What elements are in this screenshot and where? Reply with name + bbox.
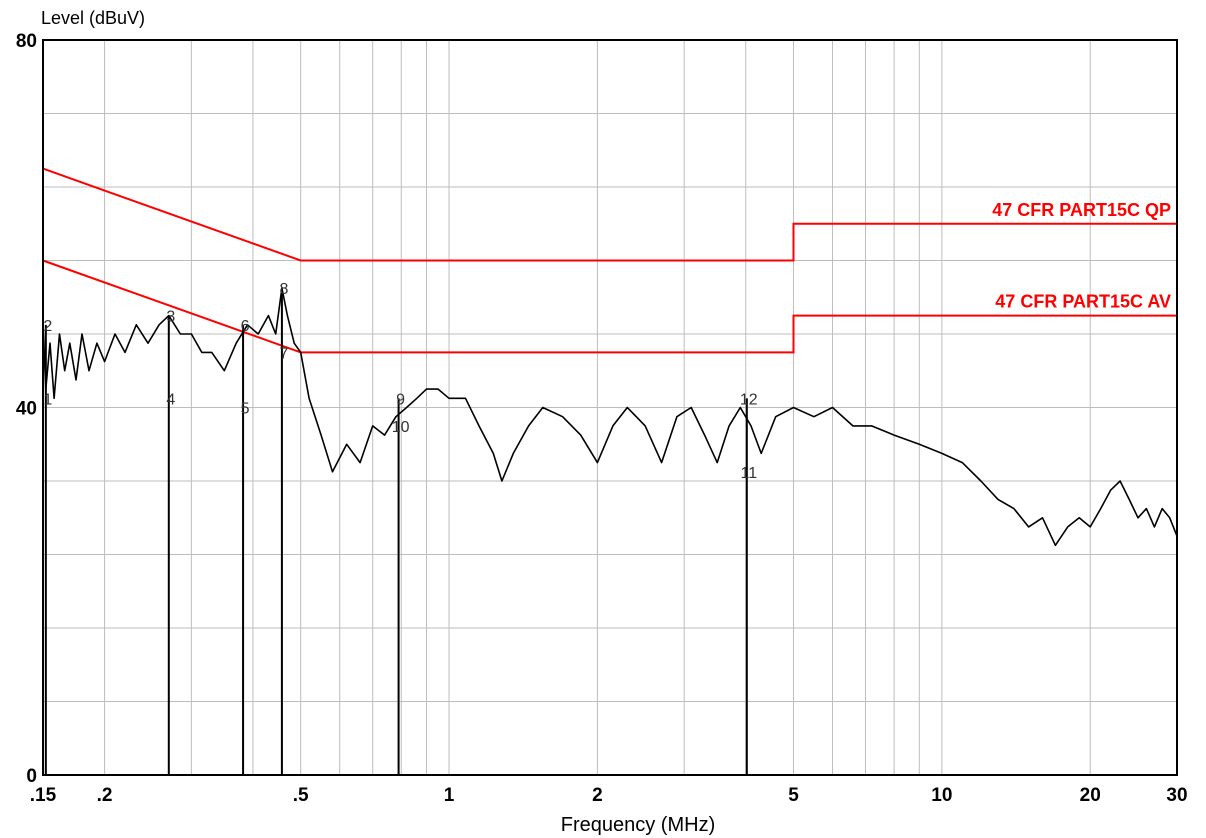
y-tick-label: 40 <box>16 399 37 420</box>
limit-line-label: 47 CFR PART15C QP <box>992 200 1171 220</box>
y-tick-labels: 0 40 80 <box>16 31 37 787</box>
y-axis-title: Level (dBuV) <box>41 8 145 28</box>
marker-label: 10 <box>392 419 410 436</box>
y-tick-label: 0 <box>26 766 37 787</box>
x-tick-label: .2 <box>97 785 113 806</box>
x-axis-title: Frequency (MHz) <box>561 814 715 836</box>
marker-label: 12 <box>740 391 758 408</box>
marker-label: 2 <box>43 318 52 335</box>
x-tick-labels: .15 .2 .5 1 2 5 10 20 30 <box>30 785 1188 806</box>
limit-line-label: 47 CFR PART15C AV <box>995 292 1171 312</box>
x-tick-label: 1 <box>444 785 455 806</box>
marker-label: 4 <box>166 391 175 408</box>
x-tick-label: 10 <box>931 785 952 806</box>
x-tick-label: 30 <box>1166 785 1187 806</box>
x-tick-label: 2 <box>592 785 603 806</box>
x-tick-label: .15 <box>30 785 57 806</box>
limit-line <box>42 167 1177 262</box>
x-tick-label: 20 <box>1080 785 1101 806</box>
x-tick-label: .5 <box>293 785 309 806</box>
trace <box>42 287 1178 547</box>
x-tick-label: 5 <box>788 785 799 806</box>
marker-label: 6 <box>241 318 250 335</box>
grid <box>43 40 1177 775</box>
marker-label: 9 <box>396 391 405 408</box>
marker-label: 1 <box>43 391 52 408</box>
y-tick-label: 80 <box>16 31 37 52</box>
marker-label: 8 <box>279 281 288 298</box>
limit-line <box>42 259 1177 354</box>
plot-frame <box>42 39 1178 776</box>
limit-lines: 47 CFR PART15C QP 47 CFR PART15C AV <box>42 167 1177 354</box>
marker-label: 5 <box>241 401 250 418</box>
marker-label: 11 <box>741 465 758 482</box>
measurement-trace <box>42 287 1178 547</box>
marker-label: 3 <box>166 309 175 326</box>
marker-label: 7 <box>279 345 288 362</box>
